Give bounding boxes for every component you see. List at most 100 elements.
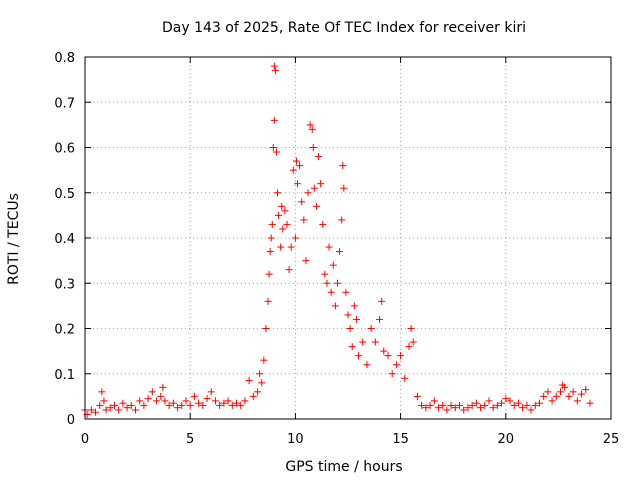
data-point xyxy=(292,157,300,165)
data-point xyxy=(380,347,388,355)
data-point xyxy=(256,370,264,378)
data-point xyxy=(384,352,392,360)
data-point xyxy=(569,388,577,396)
data-point xyxy=(464,404,472,412)
data-point xyxy=(203,395,211,403)
x-tick-label: 20 xyxy=(498,432,515,447)
data-point xyxy=(115,406,123,414)
x-tick-label: 0 xyxy=(81,432,89,447)
x-tick-label: 15 xyxy=(392,432,409,447)
data-point xyxy=(392,361,400,369)
data-point xyxy=(548,397,556,405)
axis-ticks: 0 5 10 15 20 25 0 0.1 0.2 0.3 0.4 0.5 0.6 0.7 0.8 xyxy=(54,51,619,447)
data-point xyxy=(498,399,506,407)
data-point xyxy=(413,392,421,400)
y-tick-label: 0.8 xyxy=(54,51,75,66)
data-point xyxy=(523,401,531,409)
data-point xyxy=(460,406,468,414)
data-point xyxy=(169,399,177,407)
data-point xyxy=(245,377,253,385)
data-point xyxy=(148,388,156,396)
data-points xyxy=(81,62,594,418)
data-point xyxy=(289,166,297,174)
data-point xyxy=(270,62,278,70)
data-point xyxy=(447,401,455,409)
chart-title: Day 143 of 2025, Rate Of TEC Index for r… xyxy=(162,20,526,36)
data-point xyxy=(254,388,262,396)
data-point xyxy=(96,401,104,409)
data-point xyxy=(291,234,299,242)
data-point xyxy=(552,392,560,400)
data-point xyxy=(302,257,310,265)
data-point xyxy=(339,162,347,170)
data-point xyxy=(430,397,438,405)
data-point xyxy=(228,401,236,409)
data-point xyxy=(144,395,152,403)
y-tick-label: 0.7 xyxy=(54,96,75,111)
data-point xyxy=(565,392,573,400)
data-point xyxy=(275,211,283,219)
data-point xyxy=(586,399,594,407)
data-point xyxy=(306,121,314,129)
data-point xyxy=(106,404,114,412)
y-axis-title: ROTI / TECUs xyxy=(6,193,22,285)
data-point xyxy=(199,401,207,409)
data-point xyxy=(418,401,426,409)
data-point xyxy=(329,261,337,269)
y-tick-label: 0.1 xyxy=(54,368,75,383)
data-point xyxy=(268,220,276,228)
data-point xyxy=(514,399,522,407)
data-point xyxy=(264,297,272,305)
data-point xyxy=(352,315,360,323)
data-point xyxy=(582,386,590,394)
data-point xyxy=(333,279,341,287)
y-tick-label: 0.5 xyxy=(54,187,75,202)
data-point xyxy=(249,392,257,400)
data-point xyxy=(308,125,316,133)
data-point xyxy=(87,406,95,414)
data-point xyxy=(363,361,371,369)
data-point xyxy=(300,216,308,224)
data-point xyxy=(342,288,350,296)
data-point xyxy=(426,401,434,409)
data-point xyxy=(519,404,527,412)
data-point xyxy=(100,397,108,405)
data-point xyxy=(153,397,161,405)
data-point xyxy=(294,180,302,188)
data-point xyxy=(407,325,415,332)
data-point xyxy=(265,270,273,278)
data-point xyxy=(489,404,497,412)
x-tick-label: 25 xyxy=(603,432,620,447)
data-point xyxy=(298,198,306,206)
data-point xyxy=(317,180,325,188)
data-point xyxy=(174,404,182,412)
data-point xyxy=(319,220,327,228)
data-point xyxy=(123,404,131,412)
x-tick-label: 10 xyxy=(287,432,304,447)
data-point xyxy=(165,401,173,409)
data-point xyxy=(544,388,552,396)
data-point xyxy=(237,401,245,409)
data-point xyxy=(312,202,320,210)
data-point xyxy=(281,207,289,215)
y-tick-label: 0 xyxy=(67,413,75,428)
y-tick-label: 0.3 xyxy=(54,277,75,292)
data-point xyxy=(422,404,430,412)
data-point xyxy=(272,148,280,156)
data-point xyxy=(468,401,476,409)
y-tick-label: 0.6 xyxy=(54,142,75,157)
data-point xyxy=(578,390,586,398)
data-point xyxy=(287,243,295,251)
data-point xyxy=(266,248,274,256)
data-point xyxy=(271,67,279,75)
data-point xyxy=(269,144,277,151)
data-point xyxy=(401,374,409,382)
grid-lines xyxy=(85,57,611,419)
data-point xyxy=(127,401,135,409)
x-tick-label: 5 xyxy=(186,432,194,447)
data-point xyxy=(195,399,203,407)
data-point xyxy=(136,397,144,405)
data-point xyxy=(331,302,339,310)
data-point xyxy=(232,399,240,407)
